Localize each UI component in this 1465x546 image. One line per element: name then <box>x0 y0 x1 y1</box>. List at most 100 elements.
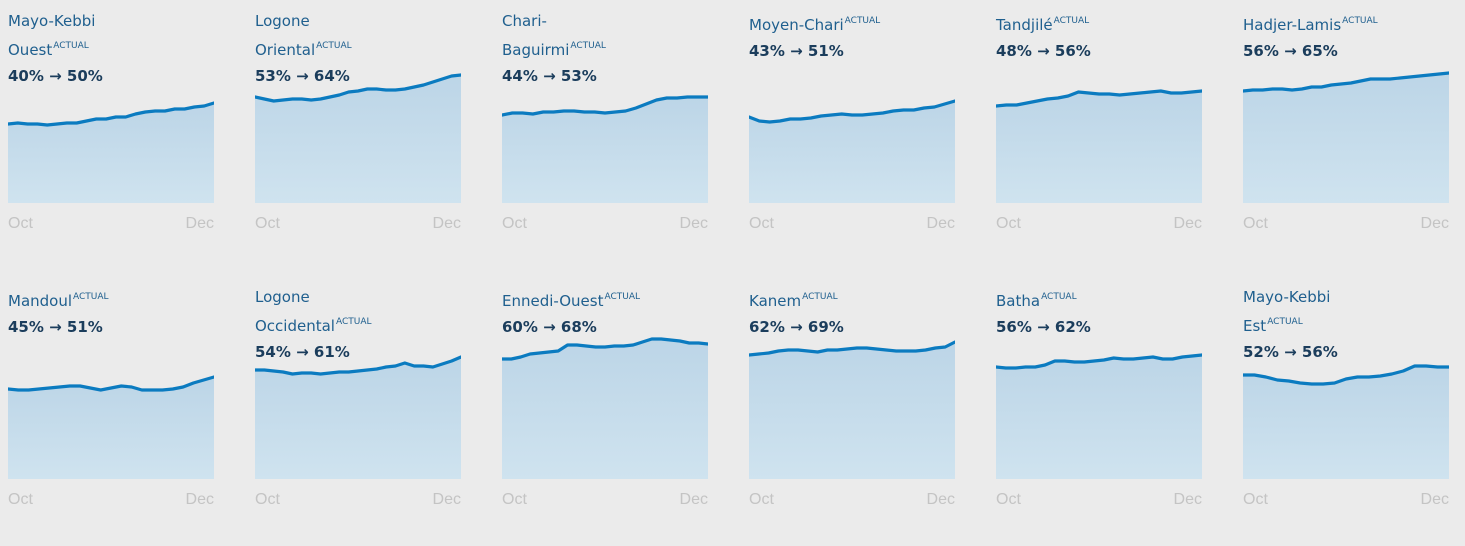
heading: Chari- BaguirmiACTUAL 44% → 53% <box>502 9 708 90</box>
title: Ouest <box>8 41 53 59</box>
title: Kanem <box>749 292 802 310</box>
line <box>8 375 214 392</box>
x-label: Dec <box>680 215 708 232</box>
area <box>502 339 708 479</box>
x-label: Dec <box>1421 491 1449 508</box>
heading: KanemACTUAL 62% → 69% <box>749 285 955 341</box>
chart-panel: Oct Dec Mayo-Kebbi OuestACTUAL 40% → 50% <box>8 0 214 270</box>
chart-panel: Oct Dec Moyen-ChariACTUAL 43% → 51% <box>749 0 955 270</box>
title-line: MandoulACTUAL <box>8 285 214 314</box>
badge: ACTUAL <box>73 292 109 302</box>
line <box>1243 364 1449 386</box>
sparkline: Oct Dec <box>8 101 214 232</box>
page: {"chart_data": [ {"type": "area", "title… <box>8 0 1449 508</box>
x-label: Dec <box>680 491 708 508</box>
chart-panel: Oct Dec KanemACTUAL 62% → 69% <box>749 276 955 546</box>
heading: Logone OccidentalACTUAL 54% → 61% <box>255 285 461 366</box>
x-label: Dec <box>186 215 214 232</box>
summary: 40% → 50% <box>8 67 103 85</box>
title-line: TandjiléACTUAL <box>996 9 1202 38</box>
title-line: Mayo-Kebbi <box>8 9 214 34</box>
summary: 44% → 53% <box>502 67 597 85</box>
sparkline: Oct Dec <box>502 337 708 508</box>
heading: BathaACTUAL 56% → 62% <box>996 285 1202 341</box>
title-line: Moyen-ChariACTUAL <box>749 9 955 38</box>
chart-panel: Oct Dec Chari- BaguirmiACTUAL 44% → 53% <box>502 0 708 270</box>
sparkline: Oct Dec <box>255 355 461 508</box>
chart-panel: Oct Dec MandoulACTUAL 45% → 51% <box>8 276 214 546</box>
badge: ACTUAL <box>1041 292 1077 302</box>
sparkline: Oct Dec <box>996 89 1202 232</box>
title-line: BathaACTUAL <box>996 285 1202 314</box>
x-label: Dec <box>433 215 461 232</box>
x-label: Oct <box>255 215 280 232</box>
sparkline: Oct Dec <box>502 95 708 232</box>
x-label: Oct <box>749 491 774 508</box>
title: Hadjer-Lamis <box>1243 16 1342 34</box>
summary: 52% → 56% <box>1243 343 1338 361</box>
badge: ACTUAL <box>316 41 352 51</box>
summary: 48% → 56% <box>996 42 1091 60</box>
sparkline: Oct Dec <box>996 353 1202 508</box>
badge: ACTUAL <box>1267 317 1303 327</box>
title: Oriental <box>255 41 316 59</box>
title-line: Logone <box>255 9 461 34</box>
chart-panel: Oct Dec Hadjer-LamisACTUAL 56% → 65% <box>1243 0 1449 270</box>
x-label: Dec <box>433 491 461 508</box>
badge: ACTUAL <box>335 317 372 327</box>
heading: Logone OrientalACTUAL 53% → 64% <box>255 9 461 90</box>
x-label: Dec <box>1174 491 1202 508</box>
title-line: BaguirmiACTUAL <box>502 34 708 63</box>
area <box>255 75 461 203</box>
title: Mayo-Kebbi <box>1243 288 1331 306</box>
badge: ACTUAL <box>844 16 881 26</box>
area <box>1243 366 1449 479</box>
chart-panel: Oct Dec BathaACTUAL 56% → 62% <box>996 276 1202 546</box>
heading: TandjiléACTUAL 48% → 56% <box>996 9 1202 65</box>
title: Logone <box>255 288 310 306</box>
heading: Mayo-Kebbi EstACTUAL 52% → 56% <box>1243 285 1449 366</box>
chart-panel: Oct Dec TandjiléACTUAL 48% → 56% <box>996 0 1202 270</box>
title: Tandjilé <box>996 16 1053 34</box>
summary: 56% → 65% <box>1243 42 1338 60</box>
x-label: Dec <box>186 491 214 508</box>
area <box>1243 73 1449 203</box>
area <box>996 91 1202 203</box>
x-label: Dec <box>1174 215 1202 232</box>
x-label: Oct <box>8 491 33 508</box>
summary: 60% → 68% <box>502 318 597 336</box>
summary: 53% → 64% <box>255 67 350 85</box>
sparkline: Oct Dec <box>749 340 955 508</box>
title: Logone <box>255 12 310 30</box>
summary: 54% → 61% <box>255 343 350 361</box>
heading: Ennedi-OuestACTUAL 60% → 68% <box>502 285 708 341</box>
area <box>502 97 708 203</box>
title: Baguirmi <box>502 41 570 59</box>
title-line: Hadjer-LamisACTUAL <box>1243 9 1449 38</box>
title: Occidental <box>255 317 335 335</box>
title: Ennedi-Ouest <box>502 292 604 310</box>
title-line: OccidentalACTUAL <box>255 310 461 339</box>
area <box>749 342 955 479</box>
summary: 56% → 62% <box>996 318 1091 336</box>
heading: Mayo-Kebbi OuestACTUAL 40% → 50% <box>8 9 214 90</box>
line <box>502 337 708 361</box>
title: Est <box>1243 317 1267 335</box>
title-line: Mayo-Kebbi <box>1243 285 1449 310</box>
x-label: Oct <box>1243 491 1268 508</box>
title-line: Logone <box>255 285 461 310</box>
title: Chari- <box>502 12 547 30</box>
title: Mandoul <box>8 292 73 310</box>
chart-panel: Oct Dec Logone OccidentalACTUAL 54% → 61% <box>255 276 461 546</box>
badge: ACTUAL <box>802 292 838 302</box>
sparkline: Oct Dec <box>1243 71 1449 232</box>
sparkline: Oct Dec <box>1243 364 1449 508</box>
area <box>8 377 214 479</box>
x-label: Oct <box>502 491 527 508</box>
x-label: Dec <box>927 491 955 508</box>
line <box>255 355 461 376</box>
heading: Hadjer-LamisACTUAL 56% → 65% <box>1243 9 1449 65</box>
summary: 62% → 69% <box>749 318 844 336</box>
area <box>8 103 214 203</box>
title: Moyen-Chari <box>749 16 844 34</box>
